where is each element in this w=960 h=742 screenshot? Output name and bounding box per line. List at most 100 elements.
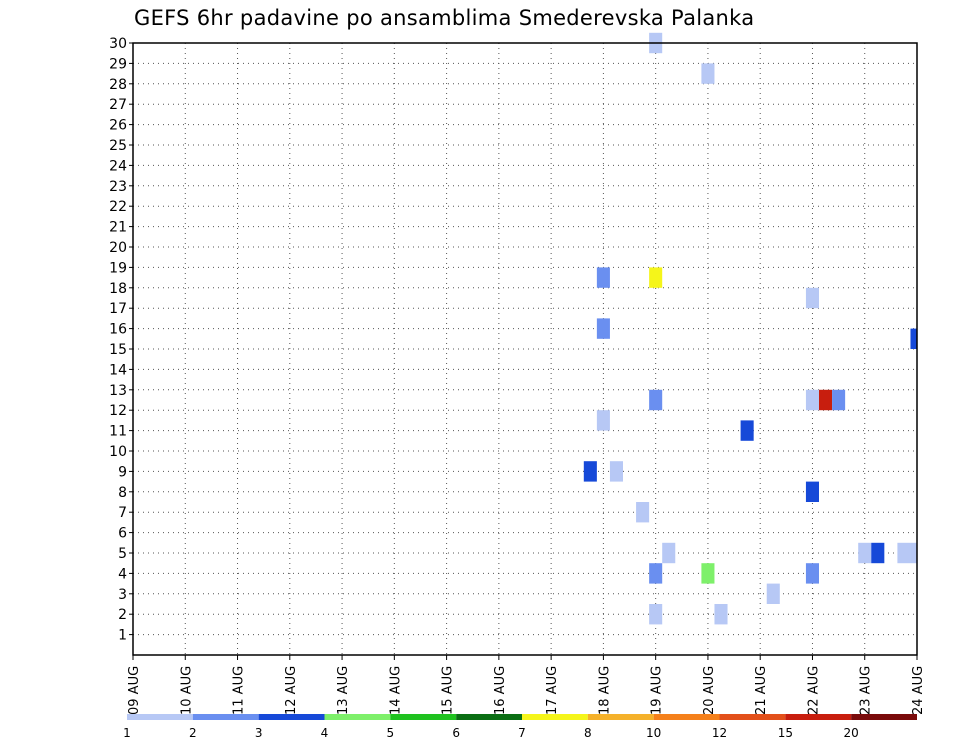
heatmap-cell bbox=[649, 563, 663, 584]
colorbar-label: 12 bbox=[712, 726, 727, 740]
colorbar-label: 5 bbox=[387, 726, 395, 740]
colorbar-segment bbox=[851, 714, 917, 720]
y-tick-label: 16 bbox=[109, 322, 127, 338]
x-tick-label: 17 AUG bbox=[545, 666, 560, 715]
heatmap-cell bbox=[897, 542, 911, 564]
x-tick-label: 23 AUG bbox=[859, 666, 874, 715]
colorbar-label: 6 bbox=[452, 726, 460, 740]
heatmap-cell bbox=[805, 563, 819, 584]
colorbar-segment bbox=[192, 714, 259, 720]
heatmap-cell bbox=[596, 410, 610, 431]
y-tick-label: 7 bbox=[118, 505, 127, 521]
y-tick-label: 29 bbox=[109, 56, 127, 72]
colorbar-segment bbox=[127, 714, 193, 720]
colorbar-label: 2 bbox=[189, 726, 197, 740]
heatmap-cell bbox=[649, 267, 663, 288]
colorbar-label: 4 bbox=[321, 726, 329, 740]
heatmap-cell bbox=[805, 389, 819, 411]
heatmap-cell bbox=[910, 542, 917, 564]
y-tick-label: 26 bbox=[109, 118, 127, 134]
plot-frame bbox=[132, 42, 918, 656]
y-tick-label: 24 bbox=[109, 158, 127, 174]
y-tick-label: 18 bbox=[109, 281, 127, 297]
heatmap-cell bbox=[701, 563, 715, 584]
y-tick-label: 25 bbox=[109, 138, 127, 154]
x-tick-label: 12 AUG bbox=[284, 666, 299, 715]
y-tick-label: 3 bbox=[118, 587, 127, 603]
colorbar-label: 8 bbox=[584, 726, 592, 740]
y-tick-label: 1 bbox=[118, 628, 127, 644]
colorbar-segment bbox=[653, 714, 720, 720]
heatmap-cell bbox=[649, 604, 663, 625]
colorbar-segment bbox=[587, 714, 654, 720]
colorbar-segment bbox=[719, 714, 786, 720]
x-tick-label: 14 AUG bbox=[388, 666, 403, 715]
x-tick-label: 18 AUG bbox=[597, 666, 612, 715]
y-tick-label: 11 bbox=[109, 424, 127, 440]
heatmap-cell bbox=[805, 287, 819, 309]
x-tick-label: 20 AUG bbox=[702, 666, 717, 715]
heatmap-cell bbox=[596, 318, 610, 339]
heatmap-cell bbox=[832, 389, 846, 411]
x-tick-label: 13 AUG bbox=[336, 666, 351, 715]
heatmap-cell bbox=[740, 420, 754, 441]
y-tick-label: 22 bbox=[109, 199, 127, 215]
x-tick-label: 19 AUG bbox=[650, 666, 665, 715]
y-tick-label: 14 bbox=[109, 362, 127, 378]
y-tick-label: 27 bbox=[109, 97, 127, 113]
heatmap-cell bbox=[596, 267, 610, 288]
colorbar-label: 15 bbox=[778, 726, 793, 740]
heatmap-cell bbox=[871, 542, 885, 564]
y-tick-label: 15 bbox=[109, 342, 127, 358]
heatmap-cell bbox=[819, 389, 833, 411]
y-tick-label: 28 bbox=[109, 77, 127, 93]
colorbar-segment bbox=[785, 714, 852, 720]
colorbar-label: 1 bbox=[123, 726, 131, 740]
chart-title: GEFS 6hr padavine po ansamblima Smederev… bbox=[134, 6, 755, 30]
y-tick-label: 13 bbox=[109, 383, 127, 399]
x-tick-label: 11 AUG bbox=[232, 666, 247, 715]
y-tick-label: 17 bbox=[109, 301, 127, 317]
colorbar-label: 20 bbox=[844, 726, 859, 740]
x-tick-label: 16 AUG bbox=[493, 666, 508, 715]
y-tick-label: 8 bbox=[118, 485, 127, 501]
y-tick-label: 19 bbox=[109, 260, 127, 276]
x-tick-label: 09 AUG bbox=[127, 666, 142, 715]
y-tick-label: 10 bbox=[109, 444, 127, 460]
heatmap-cell bbox=[649, 389, 663, 411]
y-tick-label: 12 bbox=[109, 403, 127, 419]
y-tick-label: 9 bbox=[118, 464, 127, 480]
heatmap-cell bbox=[636, 502, 650, 523]
heatmap-cell bbox=[714, 604, 728, 625]
heatmap-cell bbox=[701, 63, 715, 84]
x-tick-label: 10 AUG bbox=[179, 666, 194, 715]
heatmap-cell bbox=[583, 461, 597, 482]
colorbar-label: 7 bbox=[518, 726, 526, 740]
y-tick-label: 2 bbox=[118, 607, 127, 623]
y-tick-label: 23 bbox=[109, 179, 127, 195]
y-tick-label: 20 bbox=[109, 240, 127, 256]
y-tick-label: 4 bbox=[118, 566, 127, 582]
heatmap-cell bbox=[858, 542, 872, 564]
x-tick-label: 24 AUG bbox=[911, 666, 926, 715]
x-tick-label: 15 AUG bbox=[441, 666, 456, 715]
y-tick-label: 5 bbox=[118, 546, 127, 562]
y-tick-label: 6 bbox=[118, 526, 127, 542]
heatmap-cell bbox=[910, 328, 917, 349]
y-tick-label: 21 bbox=[109, 220, 127, 236]
x-tick-label: 21 AUG bbox=[754, 666, 769, 715]
heatmap-cell bbox=[805, 481, 819, 502]
y-tick-label: 30 bbox=[109, 36, 127, 52]
colorbar-segment bbox=[390, 714, 457, 720]
colorbar-label: 10 bbox=[646, 726, 661, 740]
heatmap-cell bbox=[766, 583, 780, 604]
colorbar-label: 3 bbox=[255, 726, 263, 740]
heatmap-cell bbox=[609, 461, 623, 482]
colorbar-segment bbox=[522, 714, 588, 720]
x-tick-label: 22 AUG bbox=[806, 666, 821, 715]
heatmap-cell bbox=[662, 542, 676, 564]
colorbar-segment bbox=[324, 714, 391, 720]
colorbar-segment bbox=[258, 714, 325, 720]
colorbar-segment bbox=[456, 714, 522, 720]
